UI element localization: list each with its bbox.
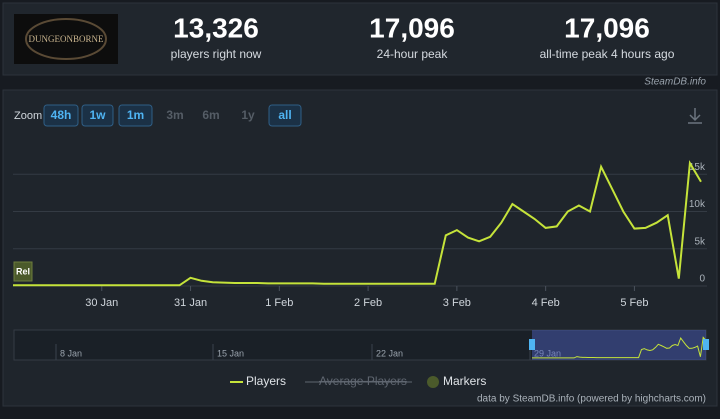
navigator-selection[interactable]: [532, 330, 706, 360]
navigator-label: 29 Jan: [534, 348, 561, 358]
navigator-label: 15 Jan: [217, 348, 244, 358]
x-tick-label: 2 Feb: [354, 297, 382, 309]
series-line: [13, 159, 702, 287]
x-tick-label: 31 Jan: [174, 297, 207, 309]
x-tick-label: 3 Feb: [443, 297, 471, 309]
zoom-button-label[interactable]: all: [278, 108, 291, 122]
logo-text: DUNGEONBORNE: [29, 34, 104, 44]
navigator-line: [532, 336, 707, 359]
legend-label[interactable]: Markers: [443, 374, 486, 388]
legend-label[interactable]: Average Players: [319, 374, 407, 388]
stat-value: 17,096: [369, 12, 455, 43]
y-tick-label: 10k: [689, 199, 706, 210]
x-tick-label: 1 Feb: [265, 297, 293, 309]
stat-label: players right now: [171, 47, 262, 61]
navigator: [13, 329, 707, 361]
stat-value: 13,326: [173, 12, 259, 43]
logo[interactable]: [14, 14, 118, 64]
legend-label[interactable]: Players: [246, 374, 286, 388]
zoom-button[interactable]: [43, 104, 79, 127]
credit[interactable]: data by SteamDB.info (powered by highcha…: [477, 394, 706, 405]
source: SteamDB.info: [644, 77, 706, 88]
marker-flag-label: Rel: [16, 266, 30, 276]
zoom-button-label[interactable]: 6m: [202, 108, 219, 122]
zoom-button[interactable]: [81, 104, 114, 127]
y-tick-label: 15k: [689, 162, 706, 173]
download-icon[interactable]: [688, 108, 702, 124]
stats-panel: [2, 2, 718, 76]
zoom-button[interactable]: [268, 104, 302, 127]
stat-value: 17,096: [564, 12, 650, 43]
stat-label: all-time peak 4 hours ago: [540, 47, 675, 61]
zoom-button-label[interactable]: 1m: [127, 108, 144, 122]
navigator-label: 8 Jan: [60, 348, 82, 358]
zoom-button-label[interactable]: 1w: [89, 108, 106, 122]
zoom-button-label[interactable]: 3m: [166, 108, 183, 122]
y-tick-label: 0: [699, 274, 705, 285]
legend-swatch: [427, 376, 439, 388]
x-tick-label: 4 Feb: [532, 297, 560, 309]
y-tick-label: 5k: [694, 236, 706, 247]
navigator-label: 22 Jan: [376, 348, 403, 358]
navigator-handle[interactable]: [529, 339, 535, 350]
navigator-handle[interactable]: [703, 339, 709, 350]
x-tick-label: 30 Jan: [85, 297, 118, 309]
logo-ring: [25, 18, 107, 60]
zoom-button-label[interactable]: 48h: [51, 108, 72, 122]
zoom-button[interactable]: [118, 104, 153, 127]
zoom-button-label[interactable]: 1y: [241, 108, 255, 122]
stat-label: 24-hour peak: [377, 47, 449, 61]
marker-flag[interactable]: [13, 261, 33, 282]
zoom-label: Zoom: [14, 110, 42, 122]
x-tick-label: 5 Feb: [620, 297, 648, 309]
